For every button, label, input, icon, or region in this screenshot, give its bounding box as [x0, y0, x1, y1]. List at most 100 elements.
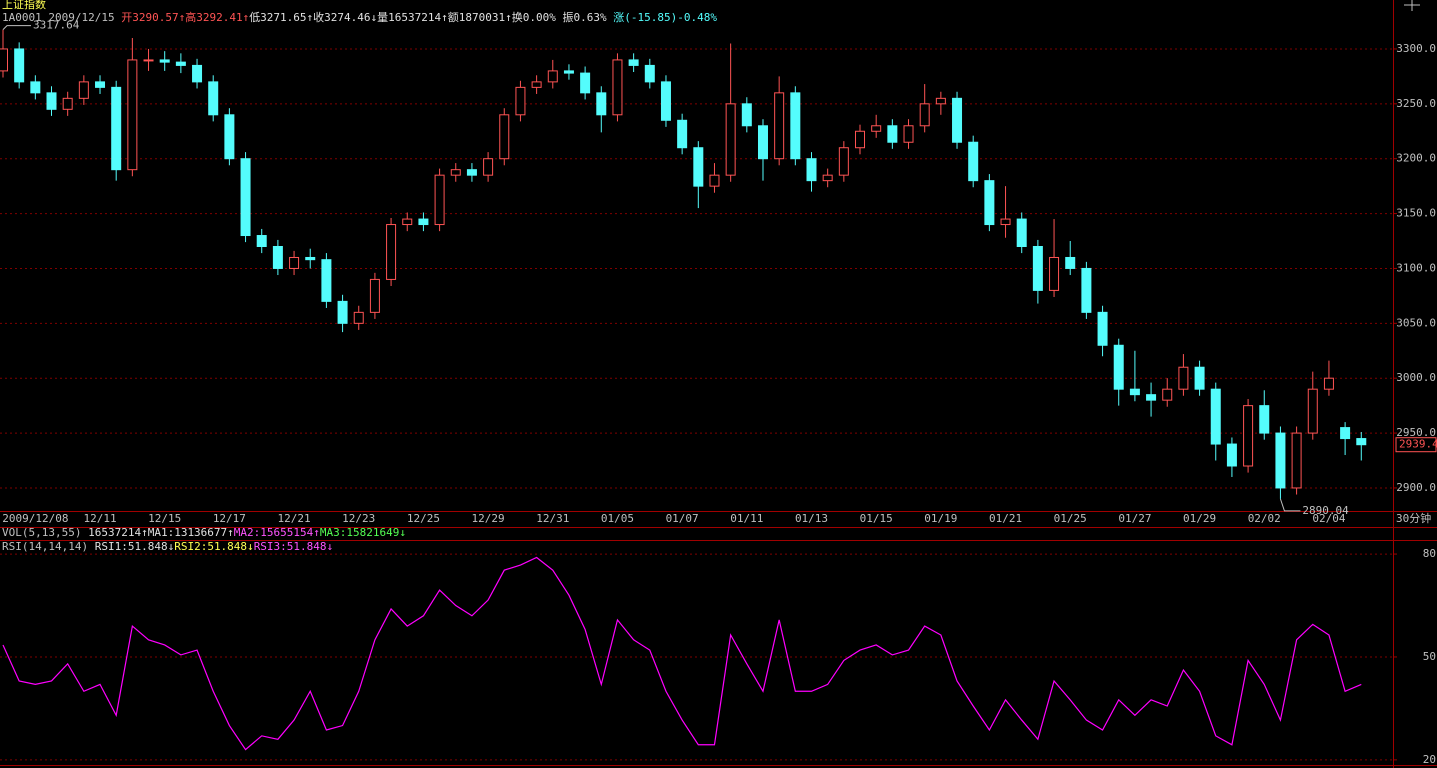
candle-body — [1032, 246, 1043, 291]
candle-body — [838, 147, 849, 176]
info-segment: 量16537214↑ — [377, 11, 448, 24]
y-tick-label: 2900.0 — [1396, 481, 1436, 494]
info-segment: MA1:13136677↑ — [148, 526, 234, 539]
candle-body — [353, 311, 364, 324]
candle-body — [305, 256, 316, 261]
info-segment: RSI1:51.848↓ — [95, 540, 174, 553]
candle-body — [1210, 388, 1221, 445]
candle-body — [111, 86, 122, 171]
candle-body — [1129, 388, 1140, 396]
candle-body — [1081, 267, 1092, 313]
candle-body — [1194, 366, 1205, 390]
info-segment: 1A0001 2009/12/15 — [2, 11, 121, 24]
info-segment: 16537214↑ — [88, 526, 148, 539]
info-segment: 高3292.41↑ — [185, 10, 249, 24]
y-tick-label: 3250.0 — [1396, 97, 1436, 110]
candle-body — [450, 169, 461, 176]
candle-body — [871, 125, 882, 132]
x-tick-label: 01/13 — [795, 512, 828, 525]
y-tick-label: 3000.0 — [1396, 371, 1436, 384]
candle-body — [434, 174, 445, 226]
candle-body — [483, 158, 494, 176]
candle-body — [95, 81, 106, 88]
candle-body — [660, 81, 671, 121]
candle-body — [1049, 256, 1060, 291]
candle-body — [531, 81, 542, 88]
candle-body — [143, 59, 154, 62]
candle-body — [709, 174, 720, 187]
candle-body — [693, 147, 704, 187]
candle-body — [1016, 218, 1027, 248]
candle-body — [1000, 218, 1011, 226]
candle-body — [256, 235, 267, 248]
y-tick-label: 20 — [1423, 753, 1436, 766]
candle-body — [1259, 405, 1270, 434]
candle-body — [208, 81, 219, 116]
candle-body — [952, 97, 963, 143]
x-tick-label: 12/23 — [342, 512, 375, 525]
candle-body — [1146, 394, 1157, 401]
candle-body — [725, 103, 736, 176]
x-tick-label: 12/17 — [213, 512, 246, 525]
x-tick-label: 01/27 — [1118, 512, 1151, 525]
candle-body — [402, 218, 413, 226]
candle-body — [596, 92, 607, 116]
candle-body — [466, 169, 477, 176]
y-tick-label: 50 — [1423, 650, 1436, 663]
candle-body — [1243, 405, 1254, 467]
candle-body — [337, 300, 348, 324]
candle-body — [855, 130, 866, 149]
candle-body — [677, 119, 688, 149]
min-leader — [1279, 498, 1301, 512]
x-tick-label: 02/02 — [1248, 512, 1281, 525]
candle-body — [1162, 388, 1173, 401]
last-price-label: 2939.4 — [1399, 438, 1437, 451]
info-segment: RSI3:51.848↓ — [254, 540, 333, 553]
x-tick-label: 12/11 — [83, 512, 116, 525]
candle-body — [78, 81, 89, 99]
candle-body — [1340, 427, 1351, 440]
chart-title: 上证指数 — [2, 0, 46, 11]
rsi-line — [2, 556, 1362, 751]
info-segment: RSI(14,14,14) — [2, 540, 95, 553]
candle-body — [1356, 438, 1367, 446]
candle-body — [515, 86, 526, 116]
info-line: VOL(5,13,55) 16537214↑MA1:13136677↑MA2:1… — [2, 526, 406, 539]
x-tick-label: 12/25 — [407, 512, 440, 525]
candle-body — [418, 218, 429, 226]
candle-body — [30, 81, 41, 94]
candle-body — [822, 174, 833, 182]
candle-body — [321, 259, 332, 302]
candle-body — [887, 125, 898, 143]
y-tick-label: 80 — [1423, 547, 1436, 560]
info-segment: 收3274.46↓ — [313, 10, 377, 24]
candle-body — [1065, 256, 1076, 269]
candle-body — [499, 114, 510, 160]
x-tick-label: 01/15 — [860, 512, 893, 525]
x-tick-label: 01/19 — [924, 512, 957, 525]
candle-body — [1307, 388, 1318, 434]
candle-body — [919, 103, 930, 127]
candle-body — [1097, 311, 1108, 346]
info-line: RSI(14,14,14) RSI1:51.848↓RSI2:51.848↓RS… — [2, 540, 333, 553]
candle-body — [1275, 432, 1286, 489]
candle-body — [644, 64, 655, 83]
info-segment: 涨(-15.85)-0.48% — [613, 11, 717, 24]
y-tick-label: 2950.0 — [1396, 426, 1436, 439]
candle-body — [806, 158, 817, 182]
candle-body — [1113, 344, 1124, 390]
x-tick-label: 01/11 — [730, 512, 763, 525]
candle-body — [984, 180, 995, 226]
info-segment: 低3271.65↑ — [249, 11, 313, 24]
candle-body — [62, 97, 73, 110]
candle-body — [46, 92, 57, 110]
candle-body — [741, 103, 752, 127]
candle-body — [175, 61, 186, 66]
y-tick-label: 3100.0 — [1396, 261, 1436, 274]
info-line: 1A0001 2009/12/15 开3290.57↑高3292.41↑低327… — [2, 10, 717, 24]
candle-body — [1226, 443, 1237, 467]
candle-body — [1291, 432, 1302, 489]
candle-body — [159, 59, 170, 63]
x-tick-label: 01/07 — [666, 512, 699, 525]
